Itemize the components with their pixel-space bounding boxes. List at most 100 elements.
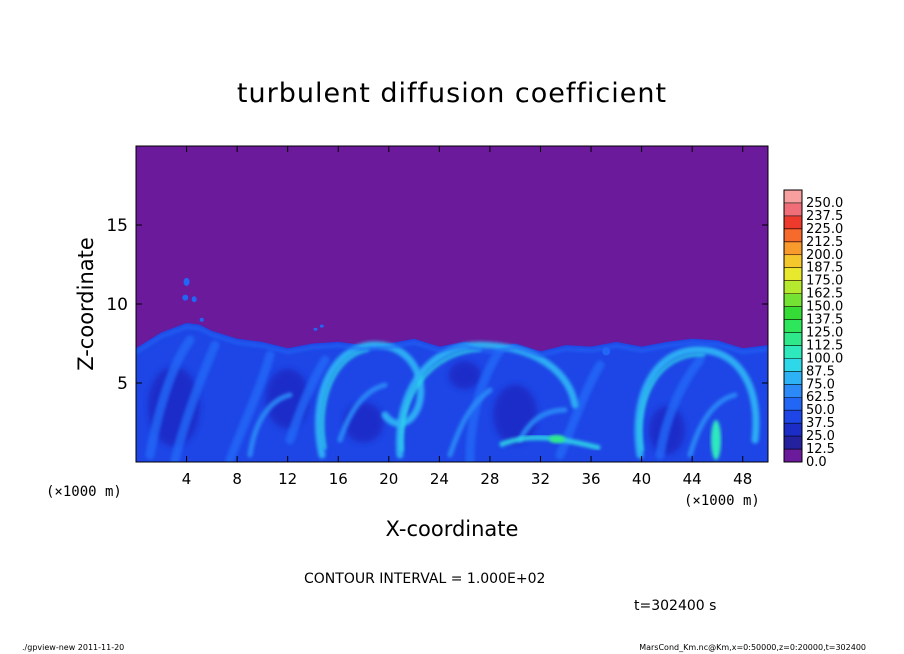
x-tick-label: 24: [430, 470, 449, 488]
colorbar-swatch: [784, 202, 802, 217]
colorbar-level-label: 100.0: [806, 351, 843, 366]
detached-eddy: [191, 296, 197, 303]
colorbar-level-label: 237.5: [806, 209, 843, 224]
x-tick-label: 40: [632, 470, 651, 488]
x-tick-label: 12: [278, 470, 297, 488]
colorbar-level-label: 0.0: [806, 455, 827, 470]
mid-diffusion-streak: [170, 340, 220, 462]
interface-ripple: [136, 325, 768, 357]
y-axis-label: Z-coordinate: [74, 237, 98, 371]
colorbar-swatch: [784, 228, 802, 243]
x-ticks: 4 8 12 16 20 24 28 32 36 40 44 48: [182, 146, 752, 488]
high-diffusion-filament: [517, 407, 568, 443]
y-tick-label: 5: [117, 374, 128, 394]
detached-eddy: [602, 347, 611, 356]
plume-core: [549, 435, 565, 443]
colorbar-level-label: 250.0: [806, 196, 843, 211]
colorbar-level-label: 187.5: [806, 261, 843, 276]
colorbar: 0.012.525.037.550.062.575.087.5100.0112.…: [783, 189, 843, 470]
colorbar-level-label: 12.5: [806, 442, 835, 457]
x-unit-label-right: (×1000 m): [684, 493, 760, 509]
detached-eddy: [182, 294, 189, 301]
colorbar-level-label: 150.0: [806, 300, 843, 315]
x-tick-label: 48: [733, 470, 752, 488]
peak-diffusion-filament: [639, 353, 706, 452]
high-diffusion-filament: [396, 341, 579, 459]
colorbar-level-label: 162.5: [806, 287, 843, 302]
chart-title: turbulent diffusion coefficient: [237, 78, 667, 109]
x-tick-label: 36: [581, 470, 600, 488]
high-diffusion-filament: [634, 346, 760, 459]
colorbar-level-label: 50.0: [806, 403, 835, 418]
colorbar-level-label: 125.0: [806, 325, 843, 340]
colorbar-swatch: [784, 306, 802, 321]
colorbar-swatch: [784, 384, 802, 398]
plume-core: [711, 420, 721, 460]
colorbar-level-label: 212.5: [806, 235, 843, 250]
y-tick-label: 10: [106, 295, 128, 315]
colorbar-level-label: 200.0: [806, 248, 843, 263]
colorbar-swatch: [784, 397, 802, 411]
colorbar-swatch: [784, 254, 802, 269]
x-tick-label: 44: [683, 470, 702, 488]
mid-diffusion-streak: [225, 350, 275, 462]
peak-diffusion-filament: [400, 348, 482, 452]
mid-diffusion-streak: [655, 355, 705, 460]
time-text: t=302400 s: [634, 598, 716, 614]
colorbar-swatch: [784, 371, 802, 385]
x-tick-label: 20: [379, 470, 398, 488]
footer-left: ./gpview-new 2011-11-20: [22, 643, 124, 652]
detached-eddy: [199, 317, 204, 322]
colorbar-level-label: 137.5: [806, 313, 843, 328]
colorbar-level-label: 75.0: [806, 377, 835, 392]
colorbar-swatch: [784, 215, 802, 230]
colorbar-level-label: 175.0: [806, 274, 843, 289]
colorbar-swatch: [784, 267, 802, 282]
x-axis-label: X-coordinate: [386, 517, 519, 541]
y-tick-label: 15: [106, 216, 128, 236]
colorbar-swatch: [784, 449, 802, 463]
colorbar-swatch: [784, 358, 802, 372]
x-tick-label: 4: [182, 470, 192, 488]
colorbar-level-label: 112.5: [806, 338, 843, 353]
x-tick-label: 32: [531, 470, 550, 488]
colorbar-swatch: [784, 332, 802, 346]
colorbar-swatch: [784, 293, 802, 308]
mid-diffusion-streak: [285, 355, 330, 445]
y-ticks: 5 10 15: [106, 216, 768, 394]
detached-eddy: [313, 327, 318, 331]
colorbar-swatch: [784, 319, 802, 333]
detached-eddy: [319, 324, 324, 328]
high-diffusion-filament: [315, 341, 425, 459]
surface-band: [499, 435, 601, 451]
colorbar-level-label: 62.5: [806, 390, 835, 405]
colorbar-level-label: 87.5: [806, 364, 835, 379]
x-unit-label-left: (×1000 m): [46, 484, 122, 500]
contour-interval-text: CONTOUR INTERVAL = 1.000E+02: [304, 571, 545, 587]
peak-diffusion-filament: [321, 348, 370, 450]
colorbar-swatch: [784, 345, 802, 359]
x-tick-label: 16: [329, 470, 348, 488]
low-diffusion-patch: [448, 361, 481, 390]
colorbar-level-label: 225.0: [806, 222, 843, 237]
colorbar-swatch: [784, 241, 802, 256]
mid-diffusion-streak: [145, 335, 195, 460]
colorbar-swatch: [784, 410, 802, 424]
footer-right: MarsCond_Km.nc@Km,x=0:50000,z=0:20000,t=…: [639, 643, 866, 652]
x-tick-label: 28: [480, 470, 499, 488]
x-tick-label: 8: [232, 470, 242, 488]
colorbar-swatch: [784, 190, 802, 204]
colorbar-swatch: [784, 280, 802, 295]
colorbar-level-label: 37.5: [806, 416, 835, 431]
colorbar-swatch: [784, 436, 802, 450]
colorbar-swatch: [784, 423, 802, 437]
turbulence-field: [136, 277, 768, 462]
high-diffusion-filament: [687, 392, 738, 458]
high-diffusion-filament: [247, 392, 293, 458]
detached-eddy: [183, 277, 190, 286]
colorbar-level-label: 25.0: [806, 429, 835, 444]
mid-diffusion-streak: [555, 360, 605, 460]
high-diffusion-filament: [447, 387, 493, 458]
